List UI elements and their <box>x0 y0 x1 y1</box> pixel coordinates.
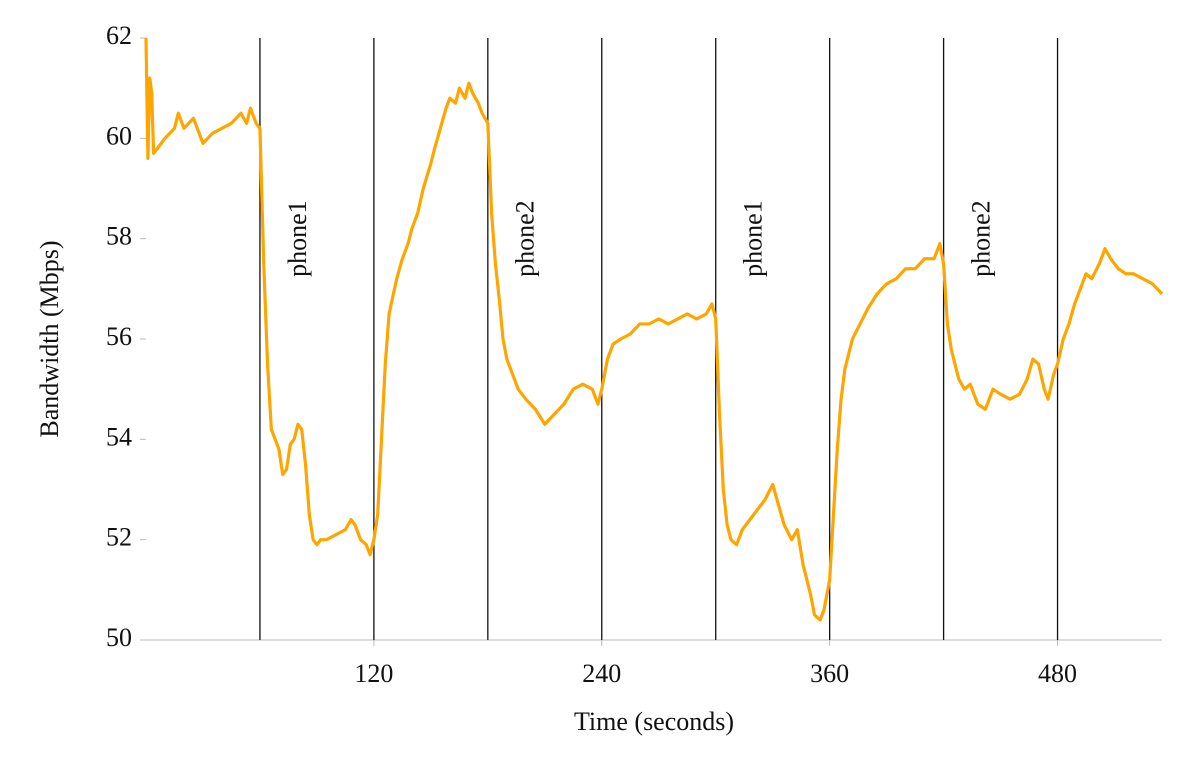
data-line <box>144 37 1164 622</box>
y-tick-label: 58 <box>106 222 132 251</box>
y-tick-label: 52 <box>106 523 132 552</box>
x-tick-label: 120 <box>354 659 393 688</box>
x-axis-label: Time (seconds) <box>574 707 734 736</box>
annotation: phone1 <box>739 200 768 277</box>
y-tick-label: 54 <box>106 422 132 451</box>
x-tick-label: 240 <box>582 659 621 688</box>
annotation: phone2 <box>966 200 995 277</box>
y-tick-label: 56 <box>106 322 132 351</box>
y-axis-label: Bandwidth (Mbps) <box>35 240 64 437</box>
x-tick-label: 480 <box>1038 659 1077 688</box>
annotation: phone2 <box>511 200 540 277</box>
y-tick-label: 60 <box>106 121 132 150</box>
y-tick-label: 50 <box>106 623 132 652</box>
y-tick-label: 62 <box>106 21 132 50</box>
annotation: phone1 <box>283 200 312 277</box>
x-tick-label: 360 <box>810 659 849 688</box>
